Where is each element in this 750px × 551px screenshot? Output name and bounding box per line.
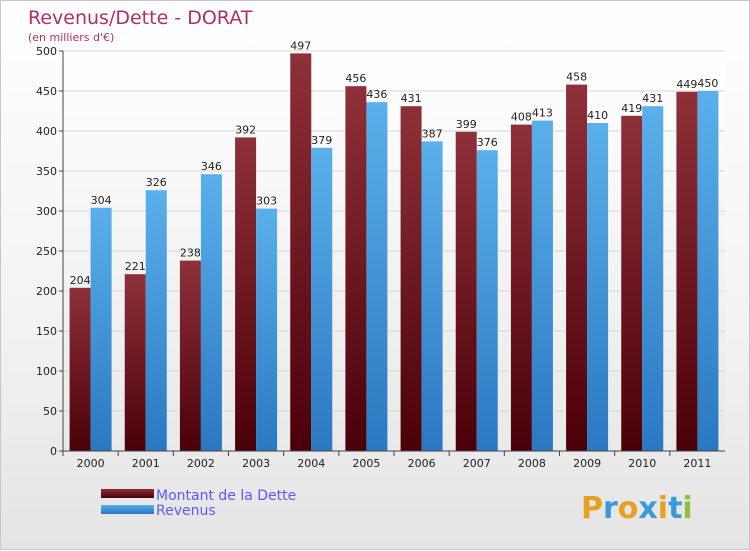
legend: Montant de la Dette Revenus: [101, 488, 296, 519]
value-label: 238: [180, 247, 201, 260]
x-tick-label: 2006: [408, 457, 436, 470]
value-label: 376: [477, 136, 498, 149]
bar-debt-2010: [621, 115, 643, 452]
x-tick-label: 2011: [683, 457, 711, 470]
x-tick-label: 2005: [352, 457, 380, 470]
value-label: 387: [422, 127, 443, 140]
bar-debt-2004: [290, 53, 312, 452]
value-label: 204: [70, 274, 91, 287]
bar-revenus-2001: [145, 190, 167, 451]
value-label: 392: [235, 123, 256, 136]
value-label: 456: [345, 72, 366, 85]
x-tick-label: 2008: [518, 457, 546, 470]
y-tick-label: 150: [36, 325, 57, 338]
value-label: 450: [697, 77, 718, 90]
y-tick-label: 0: [50, 445, 57, 458]
bar-revenus-2008: [531, 120, 553, 451]
bar-revenus-2011: [697, 91, 719, 451]
legend-label-debt: Montant de la Dette: [156, 488, 296, 504]
logo-letter: x: [638, 491, 657, 526]
value-label: 399: [456, 118, 477, 131]
y-tick-label: 200: [36, 285, 57, 298]
y-tick-label: 100: [36, 365, 57, 378]
value-label: 379: [311, 134, 332, 147]
bar-debt-2011: [676, 91, 698, 452]
value-label: 410: [587, 109, 608, 122]
logo-letter: i: [682, 491, 692, 526]
proxiti-logo: Proxiti: [581, 491, 693, 526]
logo-letter: r: [603, 491, 618, 526]
value-label: 326: [146, 176, 167, 189]
bar-revenus-2003: [256, 208, 278, 451]
bars: [69, 53, 719, 452]
y-tick-label: 400: [36, 125, 57, 138]
bar-revenus-2005: [366, 102, 388, 451]
logo-letter: t: [668, 491, 682, 526]
bar-debt-2003: [235, 137, 257, 451]
y-tick-label: 350: [36, 165, 57, 178]
x-tick-label: 2010: [628, 457, 656, 470]
value-label: 449: [676, 78, 697, 91]
bar-debt-2002: [179, 260, 201, 451]
value-label: 431: [401, 92, 422, 105]
bar-debt-2000: [69, 287, 91, 451]
x-tick-label: 2002: [187, 457, 215, 470]
chart-title: Revenus/Dette - DORAT: [28, 7, 253, 29]
gridlines: [63, 50, 725, 412]
chart-subtitle: (en milliers d'€): [28, 31, 114, 44]
value-label: 436: [366, 88, 387, 101]
logo-letter: o: [618, 491, 639, 526]
bar-revenus-2004: [311, 147, 333, 452]
bar-revenus-2006: [421, 141, 443, 451]
y-tick-label: 50: [43, 405, 57, 418]
bar-revenus-2007: [476, 150, 498, 451]
y-tick-label: 250: [36, 245, 57, 258]
y-tick-label: 450: [36, 85, 57, 98]
x-tick-label: 2009: [573, 457, 601, 470]
value-label: 346: [201, 160, 222, 173]
value-label: 408: [511, 111, 532, 124]
bar-revenus-2010: [642, 106, 664, 451]
x-tick-label: 2003: [242, 457, 270, 470]
axes: 0 50 100 150 200 250 300 350 400 450 500 2000 2001 20…: [36, 45, 725, 470]
value-label: 458: [566, 71, 587, 84]
bar-debt-2008: [510, 124, 532, 451]
x-tick-label: 2000: [77, 457, 105, 470]
x-tick-label: 2007: [463, 457, 491, 470]
bar-debt-2009: [566, 84, 588, 451]
x-tick-label: 2004: [297, 457, 325, 470]
bar-debt-2001: [124, 274, 146, 451]
bar-revenus-2002: [200, 174, 222, 451]
value-label: 497: [290, 39, 311, 52]
logo-letter: P: [581, 491, 603, 526]
bar-revenus-2000: [90, 207, 112, 451]
bar-debt-2007: [455, 131, 477, 452]
bar-debt-2006: [400, 106, 422, 451]
value-label: 303: [256, 195, 277, 208]
value-label: 431: [642, 92, 663, 105]
legend-swatch-revenus: [101, 505, 154, 514]
y-tick-label: 500: [36, 45, 57, 58]
legend-swatch-debt: [101, 489, 154, 498]
value-label: 304: [91, 194, 112, 207]
logo-letter: i: [658, 491, 668, 526]
bar-revenus-2009: [587, 123, 609, 451]
y-tick-label: 300: [36, 205, 57, 218]
x-tick-label: 2001: [132, 457, 160, 470]
value-label: 221: [125, 260, 146, 273]
value-label: 419: [621, 102, 642, 115]
bar-debt-2005: [345, 86, 367, 451]
legend-label-revenus: Revenus: [156, 503, 216, 519]
value-label: 413: [532, 107, 553, 120]
